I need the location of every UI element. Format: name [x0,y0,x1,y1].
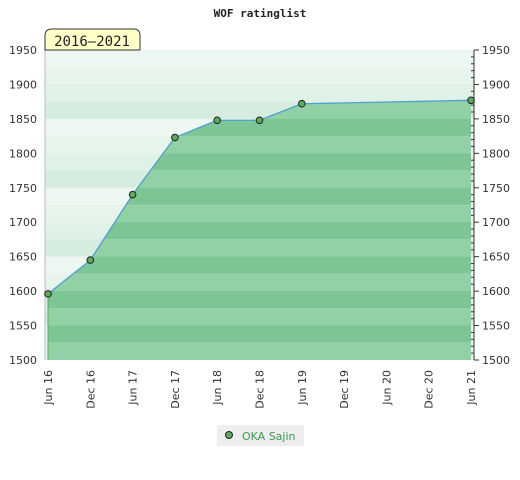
y-tick-label-left: 1900 [9,78,37,91]
x-tick-label: Jun 19 [296,370,309,406]
right-minor-ticks [471,49,479,361]
legend-marker-icon [225,431,233,439]
y-tick-label-left: 1800 [9,147,37,160]
y-tick-label-right: 1650 [482,251,510,264]
period-badge: 2016–2021 [44,28,141,51]
x-tick-label: Jun 16 [42,370,55,406]
rating-area-fill [48,100,471,361]
x-tick-label: Dec 17 [169,370,182,409]
data-point [298,99,306,108]
series-layer [44,96,475,360]
y-tick-label-right: 1700 [482,216,510,229]
data-point [171,133,179,142]
x-tick-label: Dec 16 [84,370,97,409]
band [45,67,474,85]
x-tick-label: Jun 21 [465,370,478,406]
period-label: 2016–2021 [54,34,130,50]
y-tick-label-right: 1950 [482,44,510,57]
data-point [44,290,52,298]
y-tick-label-right: 1500 [482,354,510,367]
y-tick-label-left: 1750 [9,182,37,195]
data-point [213,116,221,125]
y-tick-label-left: 1650 [9,251,37,264]
y-tick-label-left: 1700 [9,216,37,229]
y-tick-label-right: 1850 [482,113,510,126]
data-point [467,96,475,105]
data-point [255,116,264,125]
x-tick-label: Jun 20 [380,370,393,406]
y-tick-label-right: 1800 [482,147,510,160]
band [45,50,474,68]
legend[interactable]: OKA Sajin [217,425,304,446]
y-axis-right-labels: 1500 1550 1600 1650 1700 1750 1800 1850 1900 1950 [482,44,510,367]
x-tick-label: Jun 17 [127,370,140,406]
y-tick-label-left: 1850 [9,113,37,126]
y-tick-label-left: 1550 [9,320,37,333]
legend-series-name: OKA Sajin [242,430,296,443]
y-axis-left-labels: 1500 1550 1600 1650 1700 1750 1800 1850 1900 1950 [9,44,37,367]
legend-box [217,425,304,446]
x-tick-label: Dec 19 [338,370,351,409]
x-tick-label: Jun 18 [211,370,224,406]
series-line [47,99,472,295]
y-tick-label-right: 1750 [482,182,510,195]
y-tick-label-right: 1550 [482,320,510,333]
x-tick-label: Dec 20 [423,370,436,409]
band [45,84,474,102]
y-tick-label-left: 1500 [9,354,37,367]
y-tick-label-right: 1900 [482,78,510,91]
data-point [86,256,95,264]
period-badge-box [44,28,141,51]
chart-title: WOF ratinglist [214,7,307,20]
data-point [128,190,137,199]
x-axis-labels: Jun 16 Dec 16 Jun 17 Dec 17 Jun 18 Dec 18 Jun … [42,370,478,409]
y-tick-label-left: 1950 [9,44,37,57]
y-tick-label-left: 1600 [9,285,37,298]
y-tick-label-right: 1600 [482,285,510,298]
rating-area [48,100,471,361]
x-tick-label: Dec 18 [254,370,267,409]
